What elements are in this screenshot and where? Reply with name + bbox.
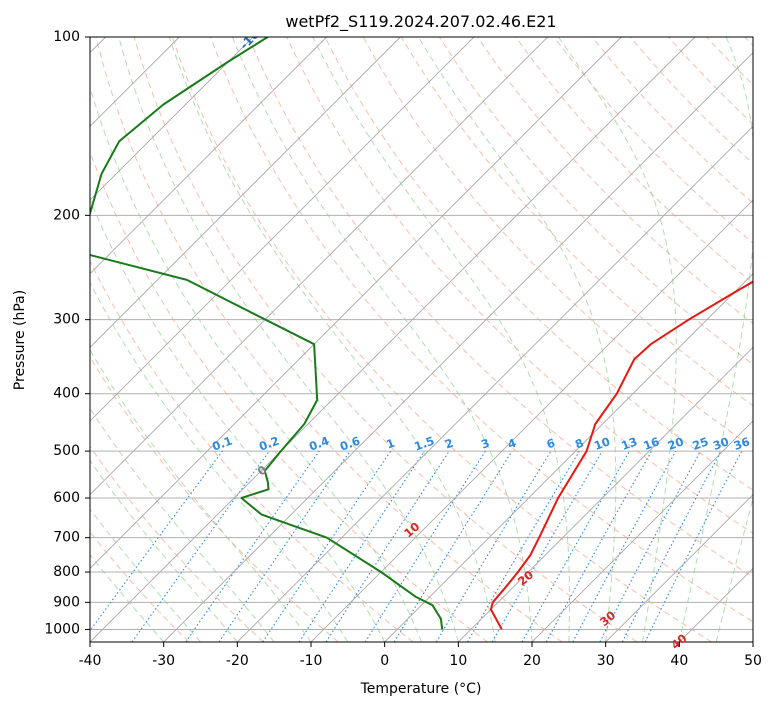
mixing-ratio-line bbox=[572, 450, 677, 642]
isotherm-line bbox=[90, 37, 696, 642]
dry-adiabat bbox=[133, 37, 638, 642]
dry-adiabat bbox=[515, 37, 753, 284]
mixing-ratio-line bbox=[185, 450, 320, 642]
moist-adiabat bbox=[312, 37, 570, 642]
moist-adiabat bbox=[90, 198, 386, 642]
y-tick-label: 800 bbox=[53, 564, 80, 580]
x-tick-label: 0 bbox=[380, 653, 389, 669]
isotherm-line bbox=[531, 420, 753, 642]
mixing-ratio-label: 30 bbox=[711, 434, 731, 453]
mixing-ratio-label: 13 bbox=[619, 434, 639, 453]
x-tick-label: -20 bbox=[226, 653, 249, 669]
mixing-ratio-line bbox=[298, 450, 425, 642]
moist-adiabat bbox=[90, 85, 422, 642]
isotherm-line bbox=[384, 273, 753, 642]
moist-adiabat bbox=[231, 37, 533, 642]
dry-adiabat bbox=[90, 259, 414, 642]
y-tick-label: 300 bbox=[53, 312, 80, 328]
x-axis-label: Temperature (°C) bbox=[360, 681, 482, 697]
mixing-ratio-label: 0.1 bbox=[210, 434, 234, 454]
mixing-ratio-line bbox=[644, 450, 743, 642]
moist-adiabat bbox=[678, 37, 753, 642]
isotherm-line bbox=[90, 37, 548, 496]
isotherm-line bbox=[458, 346, 753, 642]
isotherm-line bbox=[752, 641, 753, 642]
moist-adiabat bbox=[90, 407, 275, 642]
dry-adiabat bbox=[171, 37, 712, 642]
moist-adiabat bbox=[168, 37, 496, 642]
x-tick-label: 30 bbox=[597, 653, 615, 669]
y-tick-label: 1000 bbox=[44, 621, 80, 637]
mixing-ratio-line bbox=[325, 450, 450, 642]
dewpoint-line bbox=[90, 37, 444, 630]
x-tick-label: -10 bbox=[300, 653, 323, 669]
x-tick-label: 50 bbox=[744, 653, 762, 669]
dry-adiabat bbox=[90, 356, 339, 642]
plot-frame bbox=[89, 36, 754, 643]
mixing-ratio-label: 0.4 bbox=[307, 434, 331, 454]
isotherm-line bbox=[310, 199, 753, 642]
mixing-ratio-line bbox=[90, 450, 223, 632]
isotherm-line bbox=[90, 37, 622, 569]
moist-adiabat bbox=[90, 281, 349, 642]
dry-adiabat bbox=[210, 37, 753, 623]
y-tick-label: 600 bbox=[53, 490, 80, 506]
isotherm-line bbox=[237, 125, 753, 642]
mixing-ratio-label: 0.2 bbox=[257, 434, 281, 454]
mixing-ratio-label: 10 bbox=[592, 434, 612, 453]
mixing-ratio-label: 16 bbox=[642, 434, 662, 453]
isotherm-line bbox=[90, 37, 401, 348]
temperature-line bbox=[489, 280, 753, 630]
mixing-ratio-label: 25 bbox=[690, 434, 710, 453]
isotherm-line bbox=[605, 494, 753, 642]
isotherm-line bbox=[163, 52, 753, 642]
plot-background bbox=[90, 37, 753, 642]
mixing-ratio-line bbox=[131, 450, 270, 642]
isotherm-line bbox=[90, 37, 254, 201]
y-tick-label: 100 bbox=[53, 29, 80, 45]
y-tick-label: 400 bbox=[53, 386, 80, 402]
dry-adiabat bbox=[286, 37, 753, 534]
isotherm-line bbox=[90, 37, 475, 422]
series-layer bbox=[90, 37, 753, 630]
x-tick-label: -30 bbox=[152, 653, 175, 669]
moist-adiabat bbox=[715, 496, 753, 642]
mixing-ratio-line bbox=[218, 450, 351, 642]
dry-adiabat bbox=[324, 37, 753, 491]
mixing-ratio-line bbox=[393, 450, 513, 642]
moist-adiabat bbox=[90, 508, 201, 642]
x-tick-label: -40 bbox=[79, 653, 102, 669]
dry-adiabat bbox=[90, 445, 264, 642]
y-axis-label: Pressure (hPa) bbox=[12, 290, 28, 390]
mixing-ratio-label: 20 bbox=[666, 434, 686, 453]
mixing-ratio-line bbox=[521, 450, 630, 642]
mixing-ratio-label: 0.6 bbox=[338, 434, 362, 454]
y-tick-label: 700 bbox=[53, 530, 80, 546]
background-lines bbox=[90, 37, 753, 642]
chart-title: wetPf2_S119.2024.207.02.46.E21 bbox=[285, 12, 556, 32]
y-tick-label: 900 bbox=[53, 594, 80, 610]
dry-adiabat bbox=[248, 37, 753, 578]
x-tick-label: 20 bbox=[523, 653, 541, 669]
dry-adiabat bbox=[95, 37, 563, 642]
isotherm-line bbox=[90, 37, 327, 275]
x-tick-label: 40 bbox=[670, 653, 688, 669]
mixing-ratio-label: 36 bbox=[732, 434, 752, 453]
mixing-ratio-line bbox=[262, 450, 392, 642]
moist-adiabat bbox=[90, 554, 165, 642]
moist-adiabat bbox=[417, 37, 617, 642]
y-tick-label: 500 bbox=[53, 443, 80, 459]
mixing-ratio-line bbox=[545, 450, 653, 642]
y-tick-label: 200 bbox=[53, 207, 80, 223]
x-tick-label: 10 bbox=[449, 653, 467, 669]
mixing-ratio-label: 1.5 bbox=[412, 434, 436, 454]
moist-adiabat bbox=[90, 459, 238, 642]
moist-adiabat bbox=[558, 37, 677, 642]
